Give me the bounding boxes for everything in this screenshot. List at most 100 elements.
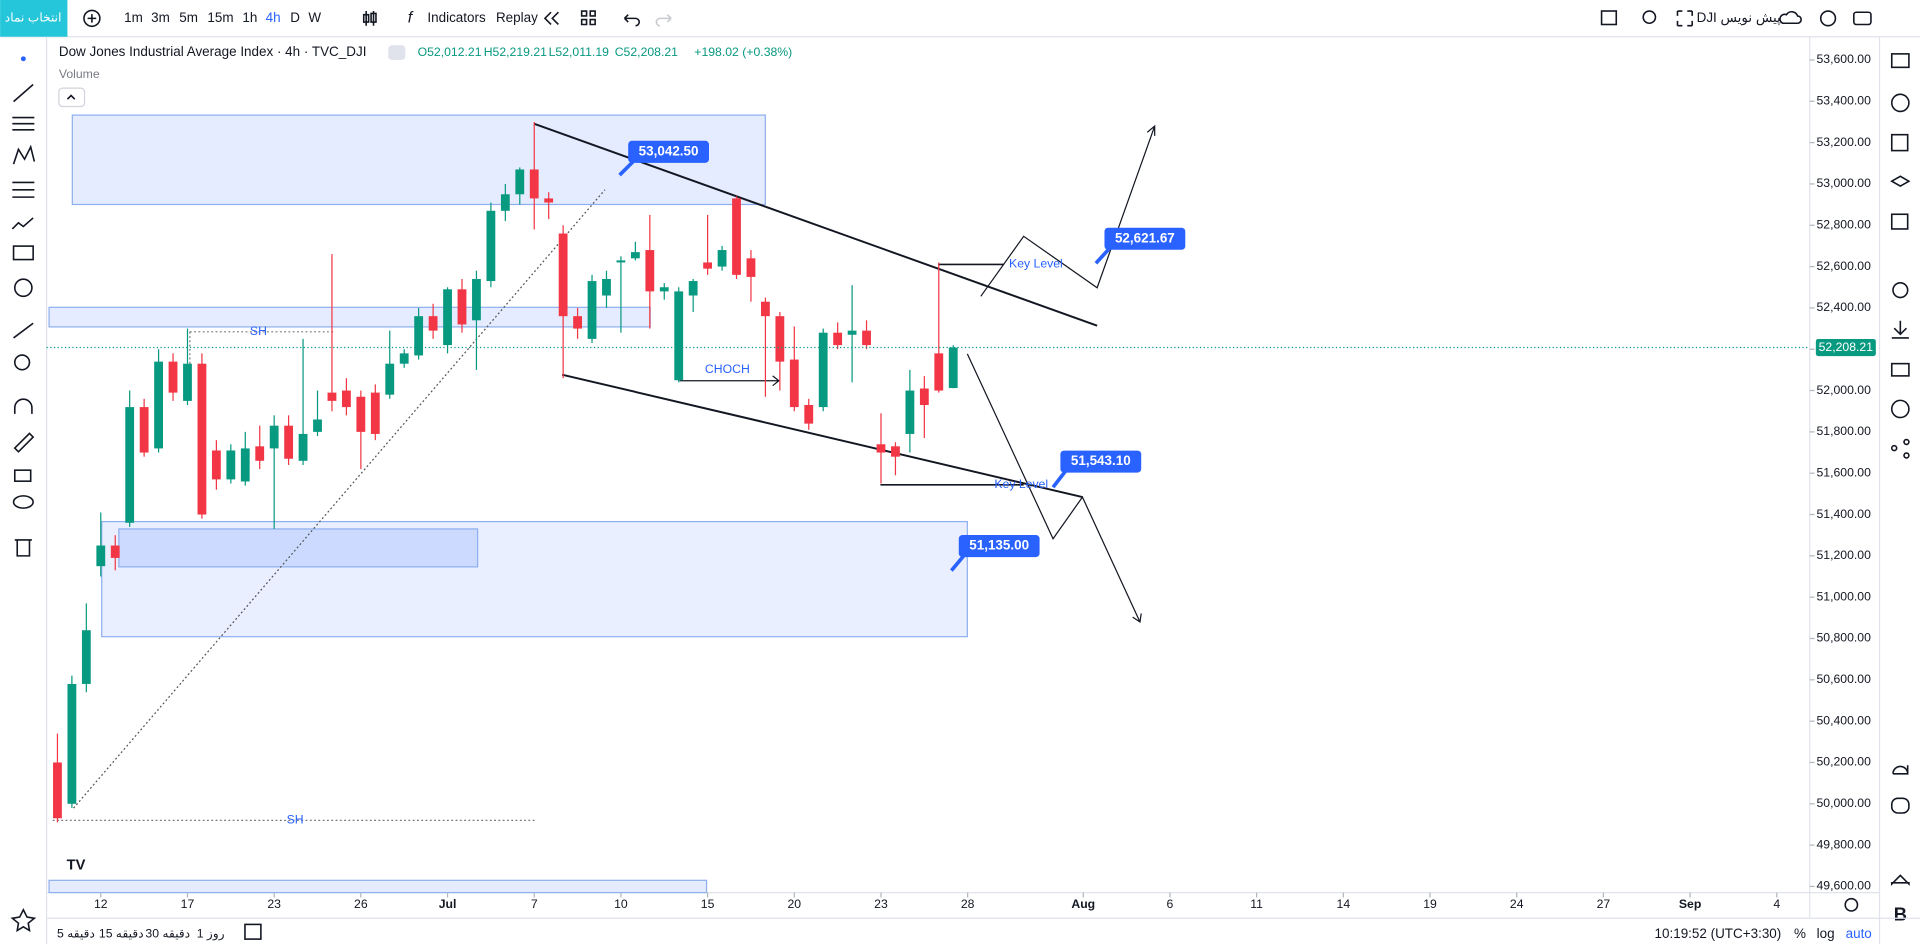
title-menu[interactable] (388, 45, 406, 60)
cursor-tool[interactable] (20, 56, 26, 62)
candle-body (645, 250, 655, 292)
trash-tool[interactable] (14, 539, 32, 557)
candle-body (96, 545, 106, 567)
y-tick-label: 53,200.00 (1817, 135, 1872, 149)
fib-tool[interactable] (12, 116, 35, 131)
axis-settings-icon[interactable] (1844, 897, 1859, 912)
cloud-icon[interactable] (1779, 10, 1802, 25)
date-range-icon[interactable] (244, 923, 262, 940)
lock-tool[interactable] (13, 469, 32, 482)
replay-button[interactable]: Replay (496, 10, 538, 25)
price-tag-label: 51,135.00 (969, 538, 1029, 553)
timeframe[interactable]: 15m (207, 10, 233, 25)
draw-mode-tool[interactable] (13, 432, 35, 453)
candle-body (284, 425, 294, 459)
candle-body (919, 388, 929, 406)
y-tick-label: 51,000.00 (1817, 589, 1872, 603)
symbol-button[interactable] (0, 0, 68, 37)
last-price-tag (1815, 338, 1876, 357)
templates-icon[interactable] (580, 10, 596, 26)
candle-body (457, 289, 467, 325)
camera-icon[interactable] (1853, 11, 1872, 26)
zoom-tool[interactable] (13, 354, 31, 371)
x-tick-label: 4 (1773, 897, 1780, 911)
demand-zone (101, 520, 968, 638)
x-tick-label: 6 (1167, 897, 1174, 911)
y-tick-label: 50,400.00 (1817, 713, 1872, 727)
undo-icon[interactable] (623, 14, 640, 27)
x-tick-label: 23 (874, 897, 888, 911)
range-button[interactable]: 1 روز (197, 926, 225, 940)
candle-body (732, 198, 741, 275)
x-tick-label: 23 (267, 897, 281, 911)
y-tick-label: 49,600.00 (1817, 879, 1872, 893)
layout-icon[interactable] (1600, 10, 1618, 26)
settings-icon[interactable] (1819, 10, 1837, 27)
sidebar-icons[interactable] (1890, 53, 1911, 886)
auto-toggle[interactable]: auto (1846, 926, 1872, 941)
y-tick-label: 50,800.00 (1817, 631, 1872, 645)
percent-toggle[interactable]: % (1794, 926, 1806, 941)
text-tool[interactable] (12, 245, 34, 261)
candle-body (125, 407, 135, 523)
candle-body (472, 278, 481, 321)
timeframe[interactable]: 1m (124, 10, 143, 25)
price-tag (1104, 227, 1186, 250)
price-tag (628, 140, 710, 163)
timeframe[interactable]: 5m (179, 10, 198, 25)
collapse-button[interactable] (58, 87, 86, 108)
add-symbol-icon[interactable] (83, 9, 101, 28)
candle-body (67, 683, 77, 804)
x-tick-label: 17 (181, 897, 195, 911)
price-tag-label: 53,042.50 (639, 143, 699, 158)
y-tick-label: 51,200.00 (1817, 548, 1872, 562)
y-tick-label: 50,200.00 (1817, 755, 1872, 769)
watchlist-star[interactable] (10, 907, 37, 933)
y-tick-label: 50,600.00 (1817, 672, 1872, 686)
timeframe[interactable]: W (308, 10, 321, 25)
range-button[interactable]: 5 دقیقه (57, 926, 95, 940)
plot (46, 121, 1810, 823)
timeframe[interactable]: 1h (242, 10, 257, 25)
trendline-tool[interactable] (13, 83, 34, 103)
candle-body (587, 281, 597, 339)
hide-tool[interactable] (12, 495, 34, 509)
price-tag-label: 51,543.10 (1071, 453, 1131, 468)
timeframe[interactable]: 4h (266, 10, 281, 25)
candle-body (760, 301, 770, 317)
pattern-tool[interactable] (12, 144, 36, 165)
search-icon[interactable] (1642, 10, 1657, 25)
candle-body (197, 363, 207, 515)
collapse-chevron (66, 94, 76, 100)
timeframe[interactable]: 3m (151, 10, 170, 25)
candle-body (515, 169, 525, 195)
magnet-tool[interactable] (13, 398, 33, 414)
range-button[interactable]: 30 دقیقه (145, 926, 190, 940)
chart-type-icon[interactable] (362, 11, 377, 26)
top-bar (0, 0, 1920, 37)
forecast-tool[interactable] (12, 181, 35, 198)
y-tick-label: 51,600.00 (1817, 465, 1872, 479)
candle-body (529, 169, 539, 199)
symbol-right[interactable]: DJI پیش نویس (1697, 10, 1781, 26)
fullscreen-icon[interactable] (1676, 10, 1693, 27)
range-button[interactable]: 15 دقیقه (99, 926, 144, 940)
indicators-button[interactable]: Indicators (427, 10, 486, 25)
ruler-tool[interactable] (13, 322, 34, 339)
x-tick-label: 28 (961, 897, 975, 911)
y-tick-label: 52,800.00 (1817, 217, 1872, 231)
candle-body (53, 762, 62, 819)
emoji-tool[interactable] (13, 278, 33, 298)
candle-body (298, 433, 308, 461)
x-tick-label: 15 (701, 897, 715, 911)
brush-tool[interactable] (11, 217, 34, 230)
bearish-path (966, 353, 1142, 624)
log-toggle[interactable]: log (1817, 926, 1835, 941)
tv-logo-bg (61, 852, 91, 880)
sh-label: SH (287, 813, 304, 827)
timeframe[interactable]: D (290, 10, 300, 25)
candle-body (313, 419, 322, 432)
symbol-button-text[interactable]: انتخاب نماد (5, 11, 62, 25)
x-tick-label: 26 (354, 897, 368, 911)
